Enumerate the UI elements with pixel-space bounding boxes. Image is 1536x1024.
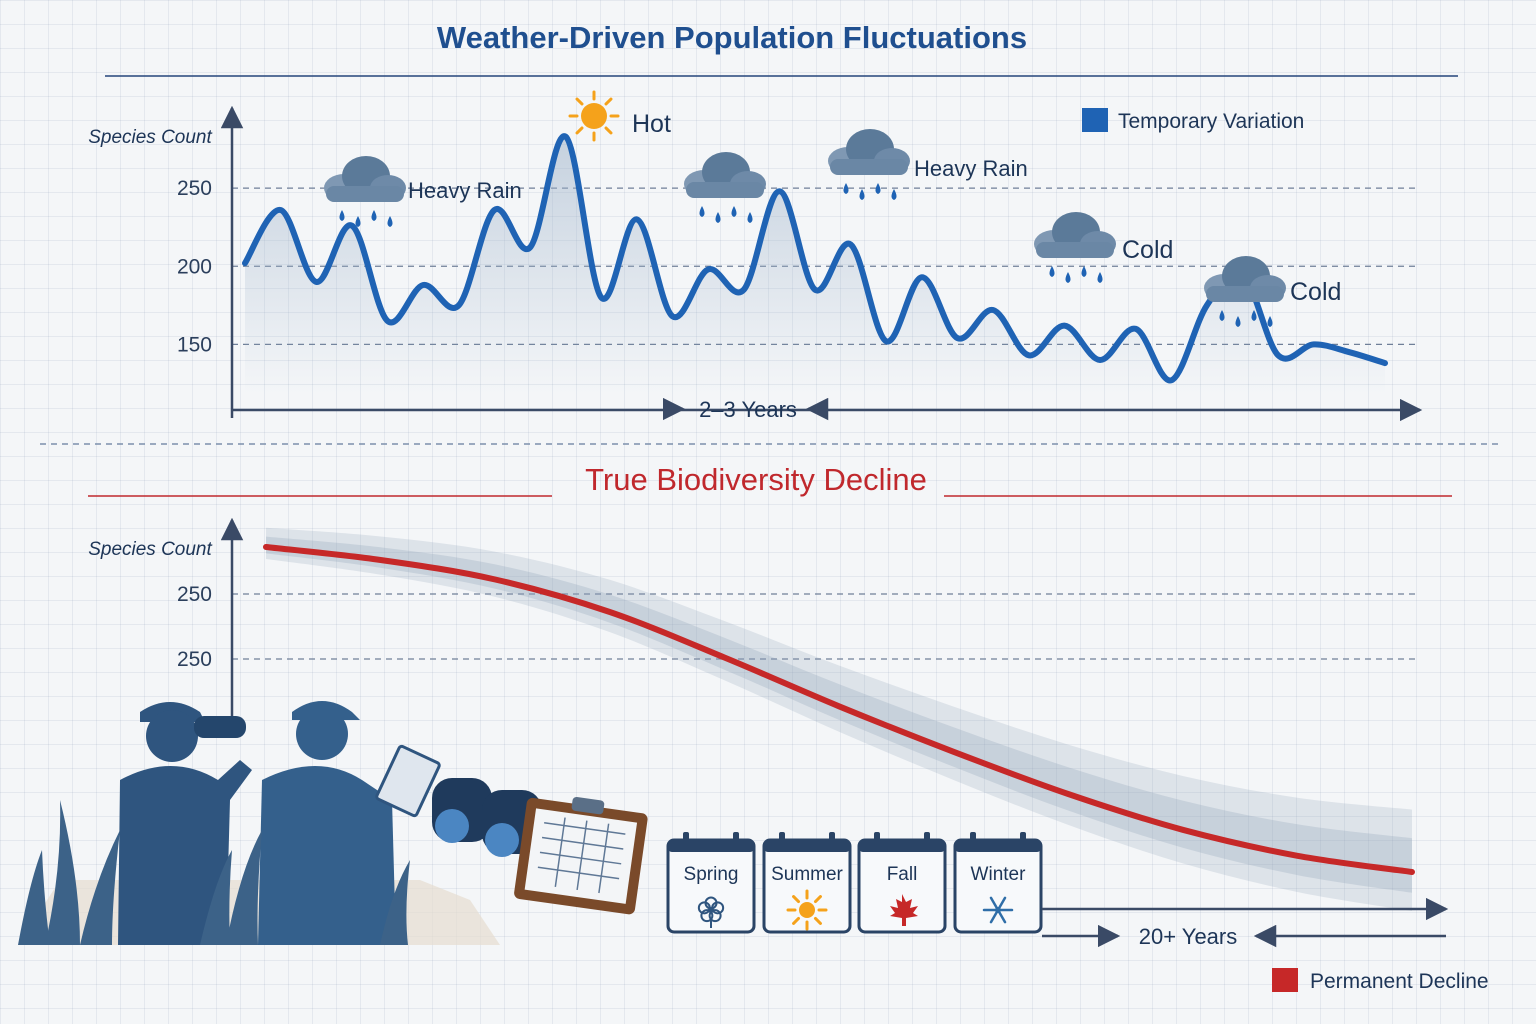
weather-annotation-label: Cold — [1122, 236, 1173, 264]
top-y-axis-label: Species Count — [88, 127, 212, 148]
weather-annotation-label: Heavy Rain — [408, 178, 522, 203]
permanent-decline-legend-swatch — [1272, 968, 1298, 992]
weather-annotation-label: Hot — [632, 110, 671, 138]
rain-cloud-icon — [1204, 256, 1286, 327]
top-y-tick: 250 — [177, 177, 212, 200]
top-y-ticks: 250 200 150 — [177, 177, 212, 356]
top-y-tick: 200 — [177, 255, 212, 278]
grass-icon — [18, 800, 410, 945]
top-series-shade — [245, 136, 1385, 395]
top-y-tick: 150 — [177, 333, 212, 356]
temporary-variation-legend-swatch — [1082, 108, 1108, 132]
decline-uncertainty-band-inner — [266, 536, 1412, 893]
rain-cloud-icon — [828, 129, 910, 200]
season-label: Fall — [887, 864, 918, 885]
season-card: Fall — [857, 832, 947, 934]
sun-icon — [568, 90, 620, 142]
bottom-y-tick: 250 — [177, 583, 212, 606]
weather-annotation-label: Heavy Rain — [914, 156, 1028, 181]
field-observers-illustration — [18, 701, 648, 945]
temporary-variation-line — [242, 133, 1388, 384]
bottom-y-axis-label: Species Count — [88, 539, 212, 560]
season-card: Spring — [666, 832, 756, 934]
permanent-decline-line — [263, 544, 1415, 875]
bottom-y-tick: 250 — [177, 648, 212, 671]
season-label: Winter — [971, 864, 1027, 885]
top-chart-title: Weather-Driven Population Fluctuations — [437, 20, 1027, 55]
rain-cloud-icon — [324, 156, 406, 227]
bottom-span-label: 20+ Years — [1139, 924, 1237, 949]
bottom-chart-title: True Biodiversity Decline — [585, 462, 927, 497]
weather-annotations: Heavy Rain Hot Heavy Rain Cold Cold — [324, 90, 1341, 327]
snowflake-icon — [982, 896, 1014, 924]
season-calendars: Spring Summer Fall Winter — [666, 832, 1043, 934]
clipboard-icon — [514, 796, 648, 915]
maple-leaf-icon — [890, 894, 918, 926]
weather-annotation-label: Cold — [1290, 278, 1341, 306]
season-label: Summer — [771, 864, 843, 885]
observer-with-clipboard-icon — [258, 701, 441, 945]
top-chart: Weather-Driven Population Fluctuations S… — [88, 20, 1458, 422]
flower-icon — [697, 896, 725, 928]
permanent-decline-legend-label: Permanent Decline — [1310, 970, 1489, 993]
rain-cloud-icon — [684, 152, 766, 223]
season-card: Winter — [953, 832, 1043, 934]
rain-cloud-icon — [1034, 212, 1116, 283]
bottom-chart: True Biodiversity Decline Species Count … — [18, 462, 1489, 993]
season-label: Spring — [684, 864, 739, 885]
top-span-label: 2–3 Years — [699, 397, 797, 422]
season-card: Summer — [762, 832, 852, 934]
temporary-variation-legend-label: Temporary Variation — [1118, 110, 1304, 133]
sun-icon — [786, 889, 828, 931]
